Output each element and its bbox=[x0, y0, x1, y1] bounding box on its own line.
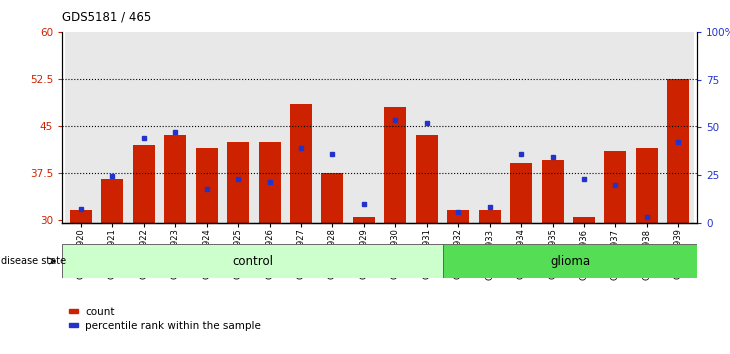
Bar bbox=[479, 211, 501, 223]
Text: count: count bbox=[85, 307, 115, 317]
Bar bbox=[70, 211, 92, 223]
Bar bbox=[636, 148, 658, 223]
Bar bbox=[196, 148, 218, 223]
Bar bbox=[133, 145, 155, 223]
Bar bbox=[96, 32, 128, 223]
Bar bbox=[317, 32, 348, 223]
Bar bbox=[443, 244, 697, 278]
Bar bbox=[411, 32, 442, 223]
Bar bbox=[380, 32, 411, 223]
Bar bbox=[568, 32, 599, 223]
Bar bbox=[542, 160, 564, 223]
Bar bbox=[505, 32, 537, 223]
Bar bbox=[69, 323, 78, 327]
Bar bbox=[69, 309, 78, 313]
Text: control: control bbox=[232, 255, 273, 268]
Bar bbox=[258, 142, 280, 223]
Bar bbox=[510, 164, 532, 223]
Bar bbox=[223, 32, 254, 223]
Bar bbox=[191, 32, 223, 223]
Bar bbox=[62, 244, 443, 278]
Bar bbox=[160, 32, 191, 223]
Bar bbox=[474, 32, 505, 223]
Bar bbox=[285, 32, 317, 223]
Bar bbox=[128, 32, 160, 223]
Bar bbox=[290, 104, 312, 223]
Text: glioma: glioma bbox=[550, 255, 590, 268]
Bar bbox=[447, 211, 469, 223]
Bar bbox=[416, 135, 438, 223]
Bar bbox=[254, 32, 285, 223]
Bar bbox=[321, 173, 343, 223]
Bar bbox=[65, 32, 96, 223]
Bar bbox=[442, 32, 474, 223]
Bar bbox=[599, 32, 631, 223]
Bar bbox=[164, 135, 186, 223]
Bar bbox=[604, 151, 626, 223]
Bar bbox=[537, 32, 568, 223]
Bar bbox=[348, 32, 380, 223]
Bar bbox=[573, 217, 595, 223]
Bar bbox=[101, 179, 123, 223]
Bar bbox=[384, 107, 407, 223]
Bar bbox=[353, 217, 375, 223]
Text: GDS5181 / 465: GDS5181 / 465 bbox=[62, 11, 151, 24]
Text: percentile rank within the sample: percentile rank within the sample bbox=[85, 321, 261, 331]
Bar bbox=[227, 142, 249, 223]
Bar bbox=[663, 32, 694, 223]
Bar bbox=[667, 79, 689, 223]
Bar bbox=[631, 32, 663, 223]
Text: disease state: disease state bbox=[1, 256, 66, 266]
